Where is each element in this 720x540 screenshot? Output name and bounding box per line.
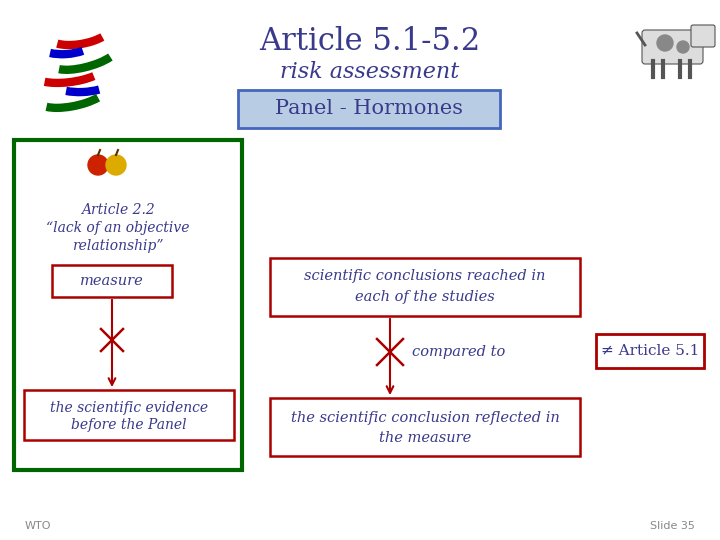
Text: Slide 35: Slide 35 [650,521,695,531]
Text: “lack of an objective: “lack of an objective [46,221,190,235]
FancyBboxPatch shape [14,140,242,470]
Text: risk assessment: risk assessment [280,61,459,83]
Text: before the Panel: before the Panel [71,418,186,432]
FancyBboxPatch shape [642,30,703,64]
Text: each of the studies: each of the studies [355,290,495,304]
Text: relationship”: relationship” [72,239,163,253]
Text: compared to: compared to [412,345,505,359]
Text: Article 2.2: Article 2.2 [81,203,155,217]
Text: Article 5.1-5.2: Article 5.1-5.2 [259,26,481,57]
Circle shape [88,155,108,175]
FancyBboxPatch shape [270,258,580,316]
FancyBboxPatch shape [596,334,704,368]
Text: the scientific evidence: the scientific evidence [50,401,208,415]
Text: Panel - Hormones: Panel - Hormones [275,99,463,118]
Text: WTO: WTO [25,521,52,531]
FancyBboxPatch shape [52,265,172,297]
Circle shape [657,35,673,51]
Text: scientific conclusions reached in: scientific conclusions reached in [305,269,546,283]
FancyBboxPatch shape [691,25,715,47]
Text: measure: measure [80,274,144,288]
FancyBboxPatch shape [24,390,234,440]
Circle shape [677,41,689,53]
FancyBboxPatch shape [270,398,580,456]
Text: the measure: the measure [379,431,471,445]
Text: the scientific conclusion reflected in: the scientific conclusion reflected in [291,411,559,425]
Text: ≠ Article 5.1: ≠ Article 5.1 [600,344,699,358]
Circle shape [106,155,126,175]
FancyBboxPatch shape [238,90,500,128]
